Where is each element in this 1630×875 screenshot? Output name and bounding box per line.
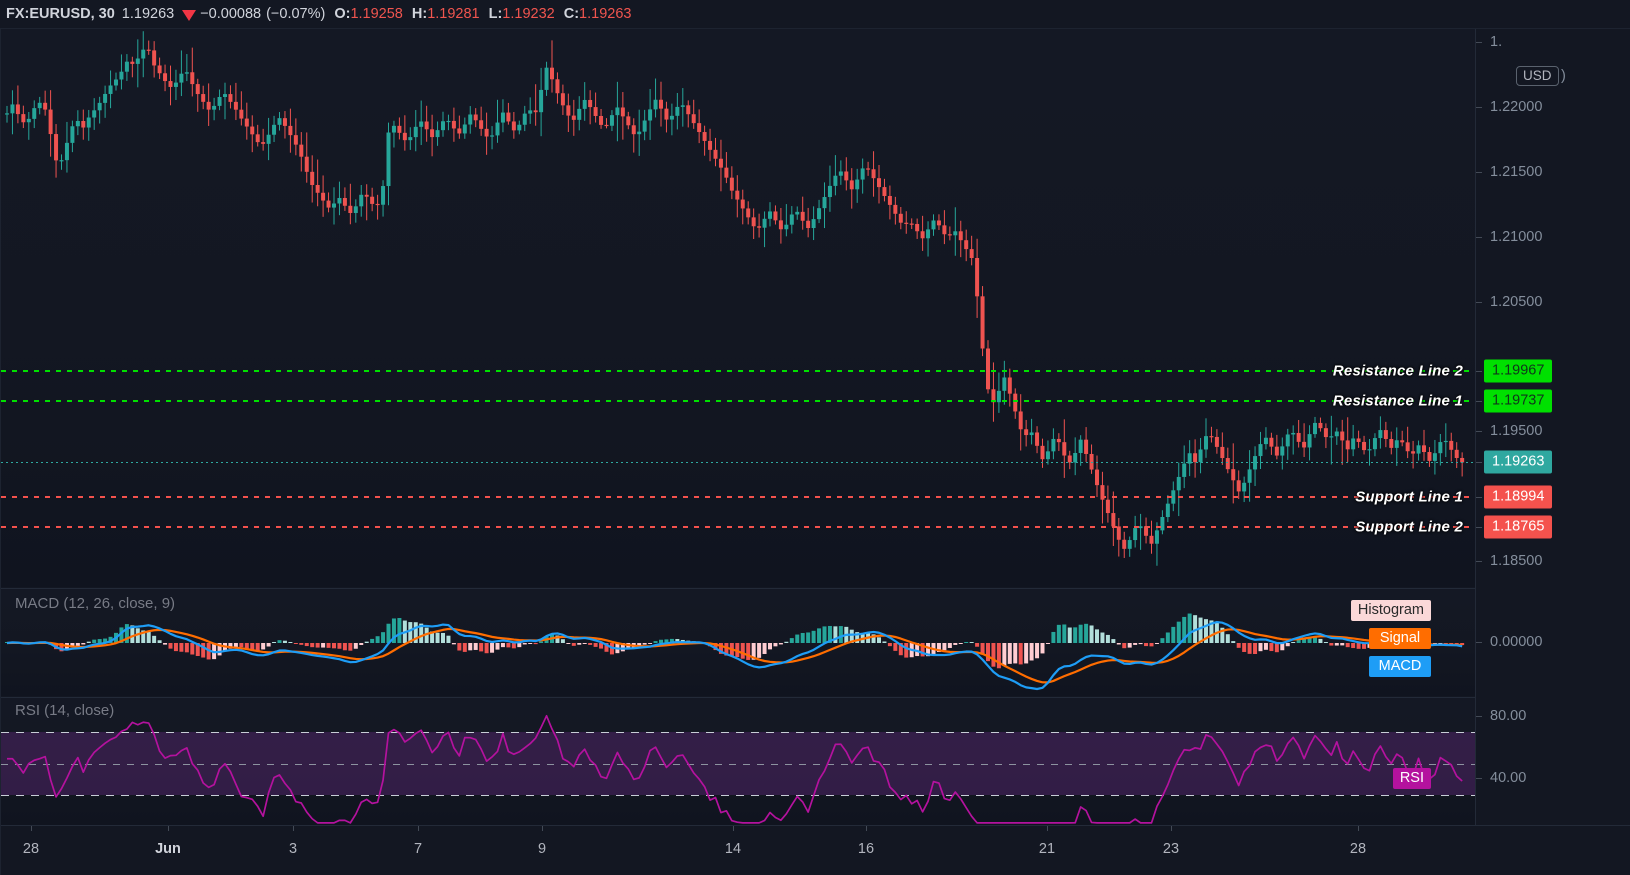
time-label-5[interactable]: 14 (724, 841, 742, 857)
macd-pane[interactable]: MACD (12, 26, close, 9) Histogram Signal… (1, 588, 1475, 696)
time-label-8[interactable]: 23 (1162, 841, 1180, 857)
price-tick-mark-2 (1476, 236, 1482, 238)
low-key: L: (488, 6, 503, 22)
overlay-line-3[interactable] (1, 525, 1475, 528)
change-abs-label: −0.00088 (200, 6, 262, 22)
rsi-lower-band-line (1, 794, 1475, 796)
rsi-tick-label-0: 80.00 (1490, 707, 1527, 724)
price-tick-label-5: 1.18500 (1490, 553, 1543, 570)
chart-header-legend: FX:EURUSD, 30 1.19263 −0.00088 (−0.07%) … (0, 0, 1630, 28)
price-scale[interactable]: USD ) 1. 1.22000 1.21500 1.21000 1.20500 1.19… (1475, 29, 1630, 825)
currency-chip[interactable]: USD (1516, 66, 1559, 86)
currency-paren: ) (1561, 68, 1566, 84)
overlay-line-1[interactable] (1, 399, 1475, 402)
price-pane[interactable]: Resistance Line 2 Resistance Line 1 Suppor… (1, 29, 1475, 587)
open-key: O: (334, 6, 351, 22)
change-pct-label: (−0.07%) (266, 6, 326, 22)
legend-chip-signal[interactable]: Signal (1369, 628, 1431, 649)
price-badge-support-4[interactable]: 1.18765 (1484, 515, 1553, 539)
close-value: 1.19263 (579, 6, 632, 22)
legend-chip-rsi[interactable]: RSI (1392, 768, 1431, 789)
price-tick-label-3: 1.20500 (1490, 293, 1543, 310)
triangle-down-icon (182, 9, 197, 21)
close-key: C: (563, 6, 580, 22)
price-badge-resistance-1[interactable]: 1.19737 (1484, 389, 1553, 413)
price-tick-mark-4 (1476, 431, 1482, 433)
price-tick-mark-1 (1476, 171, 1482, 173)
symbol-label[interactable]: FX:EURUSD, 30 (6, 6, 115, 22)
price-badge-support-3[interactable]: 1.18994 (1484, 485, 1553, 509)
overlay-label-0[interactable]: Resistance Line 2 (1332, 362, 1463, 380)
time-label-2[interactable]: 3 (288, 841, 298, 857)
rsi-midline (1, 763, 1475, 765)
time-label-0[interactable]: 28 (22, 841, 40, 857)
last-price-label: 1.19263 (121, 6, 175, 22)
open-value: 1.19258 (350, 6, 403, 22)
high-value: 1.19281 (427, 6, 480, 22)
price-tick-label-1: 1.21500 (1490, 163, 1543, 180)
overlay-label-2[interactable]: Support Line 1 (1355, 488, 1463, 506)
overlay-line-0[interactable] (1, 369, 1475, 372)
time-scale[interactable]: 28 Jun 3 7 9 14 16 21 23 28 (1, 825, 1630, 875)
price-badge-current-2[interactable]: 1.19263 (1484, 450, 1553, 474)
time-label-9[interactable]: 28 (1349, 841, 1367, 857)
legend-chip-macd[interactable]: MACD (1369, 656, 1431, 677)
price-tick-truncated: 1. (1490, 33, 1503, 50)
rsi-pane[interactable]: RSI (14, close) RSI (1, 697, 1475, 825)
time-label-7[interactable]: 21 (1038, 841, 1056, 857)
time-label-4[interactable]: 9 (537, 841, 547, 857)
macd-series (5, 613, 1465, 691)
time-label-3[interactable]: 7 (413, 841, 423, 857)
rsi-title[interactable]: RSI (14, close) (15, 702, 115, 719)
low-value: 1.19232 (502, 6, 555, 22)
rsi-pane-background (1, 698, 1475, 825)
rsi-series (7, 714, 1463, 824)
price-tick-mark-0 (1476, 106, 1482, 108)
price-tick-mark-3 (1476, 301, 1482, 303)
price-tick-label-4: 1.19500 (1490, 423, 1543, 440)
macd-zero-label: 0.00000 (1490, 634, 1543, 650)
macd-title[interactable]: MACD (12, 26, close, 9) (15, 595, 176, 612)
price-tick-mark-5 (1476, 561, 1482, 563)
time-label-1[interactable]: Jun (155, 841, 181, 857)
candlestick-series (5, 31, 1465, 566)
overlay-label-3[interactable]: Support Line 2 (1355, 518, 1463, 536)
high-key: H: (411, 6, 428, 22)
overlay-label-1[interactable]: Resistance Line 1 (1332, 392, 1463, 409)
price-tick-label-0: 1.22000 (1490, 98, 1543, 115)
time-label-6[interactable]: 16 (857, 841, 875, 857)
chart-frame: Resistance Line 2 Resistance Line 1 Suppor… (0, 28, 1630, 875)
legend-chip-histogram[interactable]: Histogram (1350, 600, 1431, 621)
price-tick-label-2: 1.21000 (1490, 228, 1543, 245)
rsi-upper-band-line (1, 732, 1475, 734)
rsi-tick-label-1: 40.00 (1490, 770, 1527, 787)
current-price-line (1, 462, 1475, 463)
overlay-line-2[interactable] (1, 495, 1475, 498)
price-badge-resistance-0[interactable]: 1.19967 (1484, 359, 1553, 383)
